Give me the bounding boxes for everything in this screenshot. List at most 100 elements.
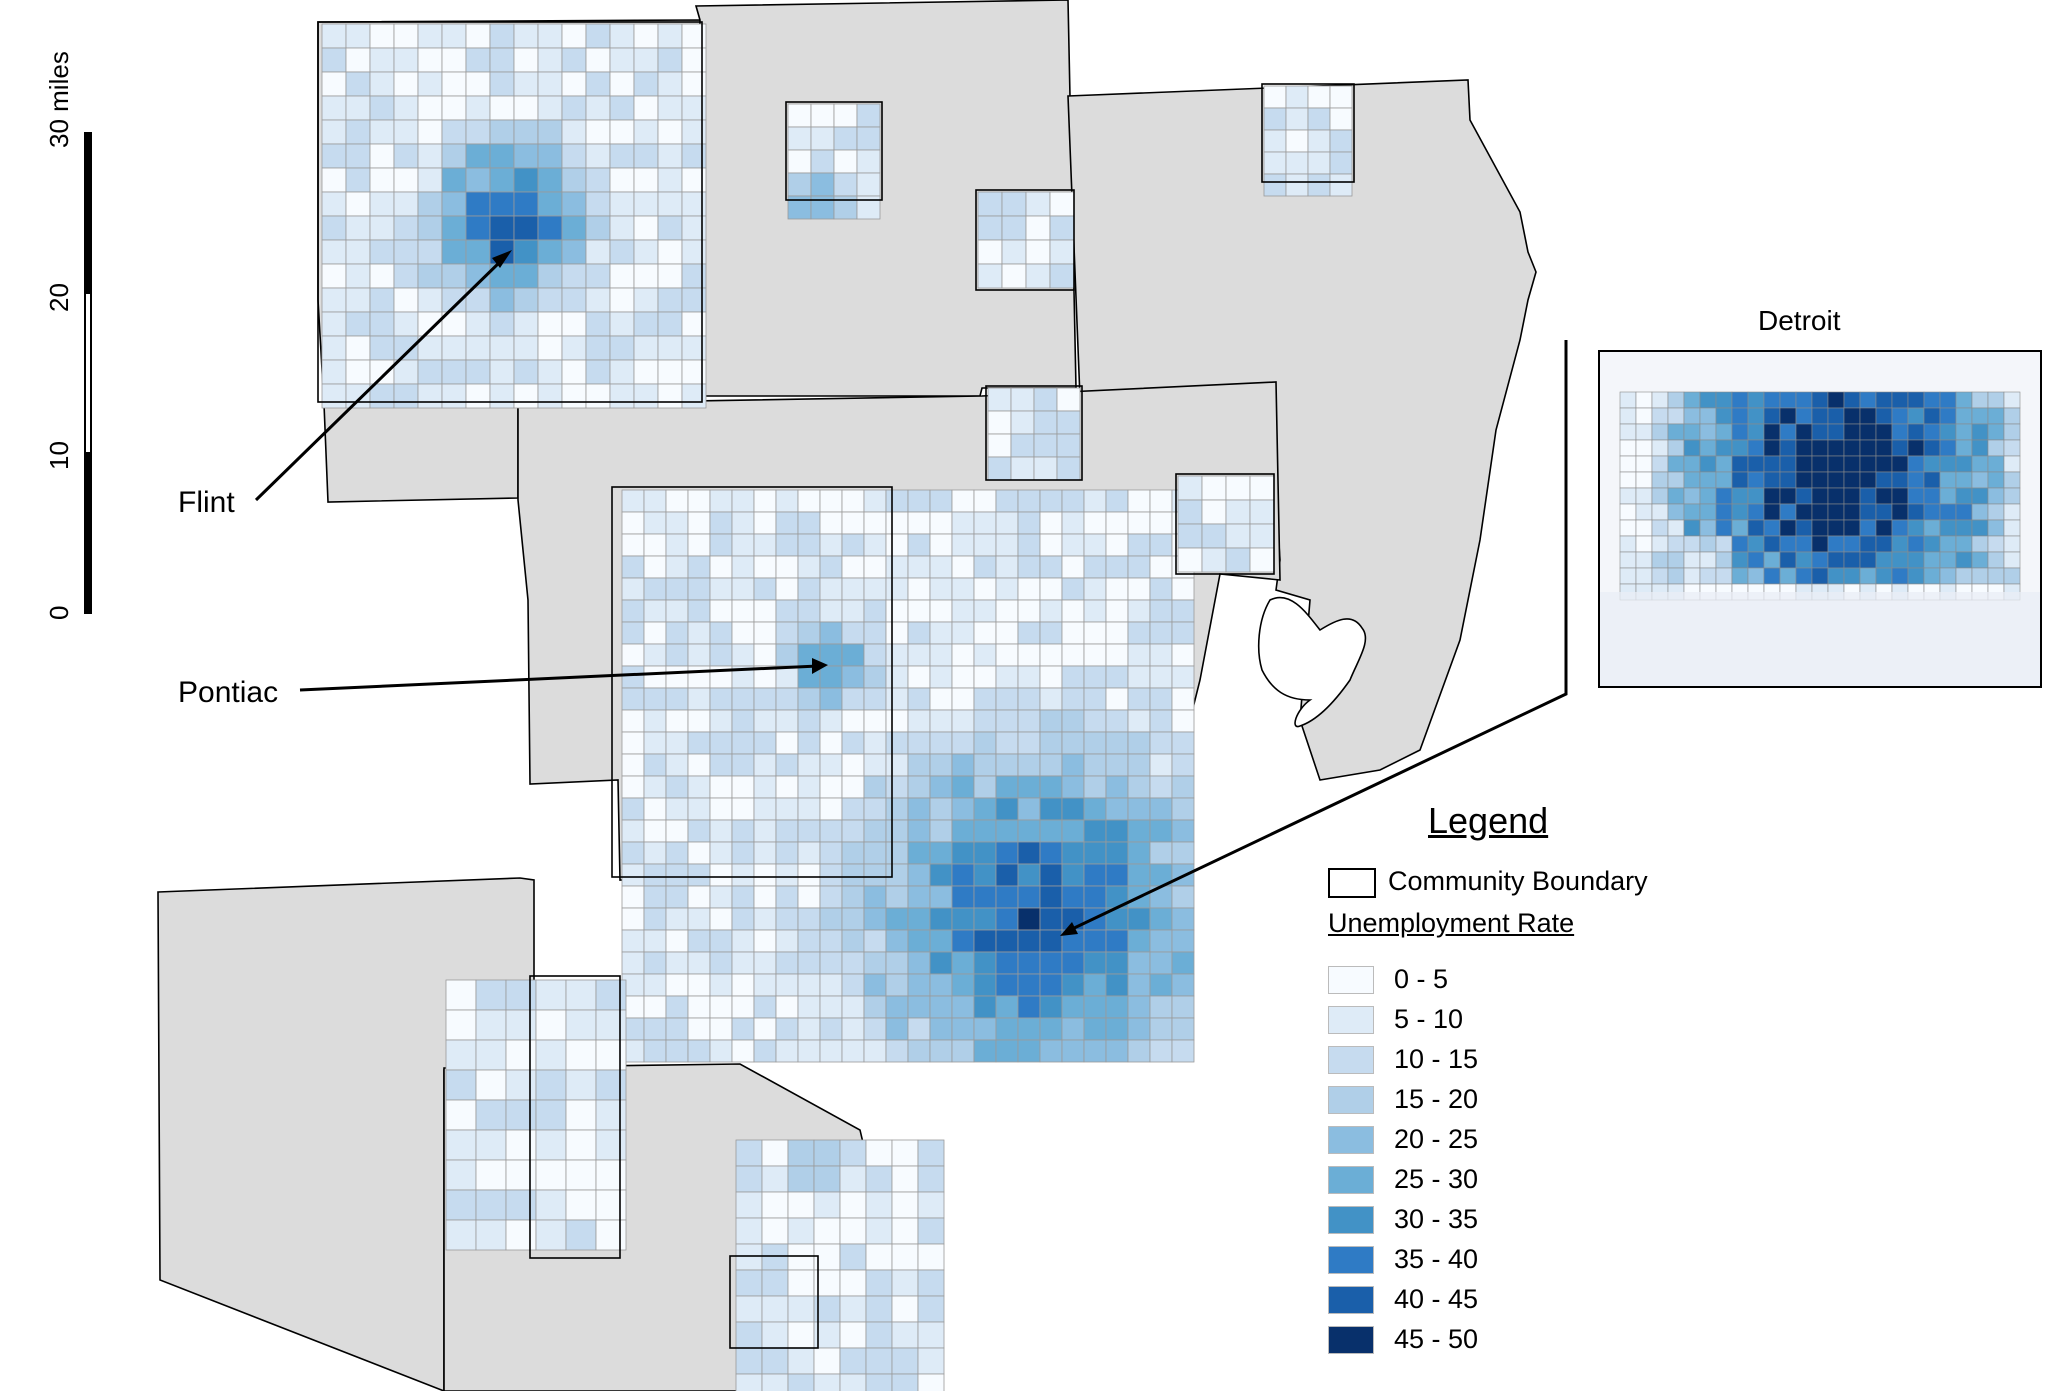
census-tract — [665, 643, 689, 667]
inset-census-tract — [1939, 391, 1957, 409]
census-tract — [735, 1321, 763, 1349]
census-tract — [929, 555, 953, 579]
census-tract — [1039, 1039, 1063, 1063]
legend-class-swatch — [1328, 1126, 1374, 1154]
census-tract — [417, 95, 443, 121]
census-tract — [1010, 433, 1035, 458]
census-tract — [1149, 929, 1173, 953]
census-tract — [1105, 1017, 1129, 1041]
inset-census-tract — [1651, 551, 1669, 569]
census-tract — [1017, 665, 1041, 689]
census-tract — [1263, 107, 1287, 131]
census-tract — [891, 1269, 919, 1297]
census-tract — [907, 687, 931, 711]
census-tract — [537, 167, 563, 193]
census-tract — [643, 511, 667, 535]
census-tract — [665, 819, 689, 843]
inset-census-tract — [1811, 487, 1829, 505]
census-tract — [665, 511, 689, 535]
inset-census-tract — [1683, 551, 1701, 569]
inset-census-tract — [1971, 407, 1989, 425]
census-tract — [995, 643, 1019, 667]
census-tract — [665, 1017, 689, 1041]
inset-census-tract — [1683, 455, 1701, 473]
census-tract — [731, 973, 755, 997]
census-tract — [633, 383, 659, 409]
inset-census-tract — [1939, 503, 1957, 521]
census-tract — [797, 687, 821, 711]
census-tract — [951, 841, 975, 865]
census-tract — [841, 709, 865, 733]
census-tract — [995, 907, 1019, 931]
inset-census-tract — [1907, 391, 1925, 409]
census-tract — [1061, 731, 1085, 755]
census-tract — [1061, 841, 1085, 865]
inset-census-tract — [1891, 487, 1909, 505]
census-tract — [917, 1243, 945, 1271]
census-tract — [863, 819, 887, 843]
census-tract — [1171, 973, 1195, 997]
census-tract — [321, 311, 347, 337]
census-tract — [1177, 523, 1203, 549]
inset-census-tract — [1651, 407, 1669, 425]
census-tract — [1017, 599, 1041, 623]
census-tract — [345, 191, 371, 217]
census-tract — [1177, 499, 1203, 525]
census-tract — [775, 929, 799, 953]
census-tract — [917, 1295, 945, 1323]
inset-census-tract — [1683, 567, 1701, 585]
inset-census-tract — [2003, 407, 2021, 425]
inset-census-tract — [1731, 471, 1749, 489]
census-tract — [609, 71, 635, 97]
census-tract — [537, 95, 563, 121]
census-tract — [1061, 885, 1085, 909]
census-tract — [633, 263, 659, 289]
census-tract — [1061, 621, 1085, 645]
census-tract — [973, 885, 997, 909]
inset-census-tract — [1955, 567, 1973, 585]
census-tract — [687, 753, 711, 777]
census-tract — [445, 1009, 477, 1041]
census-tract — [841, 665, 865, 689]
census-tract — [995, 863, 1019, 887]
census-tract — [665, 797, 689, 821]
census-tract — [633, 359, 659, 385]
census-tract — [885, 621, 909, 645]
census-tract — [657, 311, 683, 337]
census-tract — [687, 599, 711, 623]
census-tract — [731, 929, 755, 953]
census-tract — [475, 1009, 507, 1041]
inset-census-tract — [1635, 519, 1653, 537]
census-tract — [775, 907, 799, 931]
census-tract — [907, 555, 931, 579]
detroit-inset-map — [1598, 350, 2042, 688]
census-tract — [839, 1217, 867, 1245]
inset-census-tract — [1779, 535, 1797, 553]
census-tract — [995, 731, 1019, 755]
census-tract — [561, 335, 587, 361]
inset-census-tract — [1955, 439, 1973, 457]
census-tract — [819, 753, 843, 777]
census-tract — [951, 1039, 975, 1063]
census-tract — [687, 533, 711, 557]
census-tract — [973, 797, 997, 821]
census-tract — [1017, 489, 1041, 513]
inset-census-tract — [1955, 503, 1973, 521]
census-tract — [731, 599, 755, 623]
inset-census-tract — [1667, 551, 1685, 569]
census-tract — [929, 951, 953, 975]
census-tract — [643, 841, 667, 865]
census-tract — [863, 929, 887, 953]
census-tract — [1017, 775, 1041, 799]
census-tract — [841, 555, 865, 579]
census-tract — [633, 71, 659, 97]
census-tract — [561, 143, 587, 169]
census-tract — [995, 555, 1019, 579]
census-tract — [1225, 523, 1251, 549]
legend-class-label: 0 - 5 — [1394, 964, 1449, 994]
census-tract — [345, 215, 371, 241]
census-tract — [787, 1165, 815, 1193]
census-tract — [819, 489, 843, 513]
inset-census-tract — [1971, 391, 1989, 409]
census-tract — [643, 643, 667, 667]
